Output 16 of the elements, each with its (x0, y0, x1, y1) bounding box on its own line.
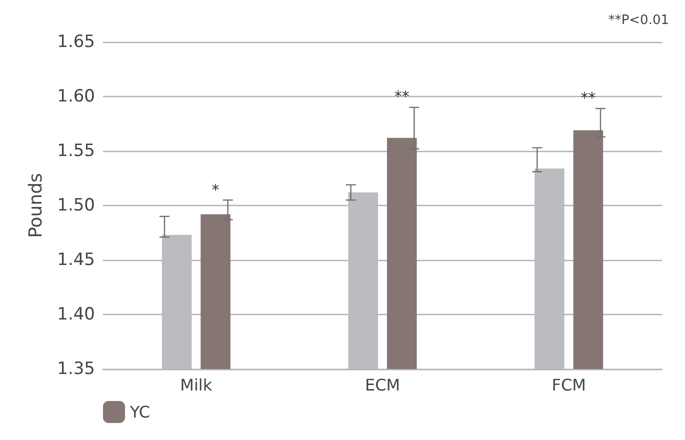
legend-label: YC (129, 402, 150, 422)
annotation: ** (394, 87, 410, 106)
x-tick-label: FCM (552, 376, 586, 394)
y-tick-label: 1.40 (57, 304, 95, 324)
y-tick-label: 1.60 (57, 86, 95, 106)
x-tick-label: ECM (364, 376, 400, 394)
text: **P<0.01 (608, 13, 670, 28)
y-tick-label: 1.50 (57, 196, 95, 216)
y-axis-title: Pounds (26, 173, 46, 238)
annotation: * (212, 180, 220, 199)
y-tick-label: 1.35 (57, 359, 95, 379)
annotation: ** (580, 88, 596, 107)
y-tick-label: 1.55 (57, 141, 95, 161)
x-tick-label: Milk (180, 376, 213, 394)
y-tick-label: 1.45 (57, 250, 95, 270)
y-tick-label: 1.65 (57, 32, 95, 52)
